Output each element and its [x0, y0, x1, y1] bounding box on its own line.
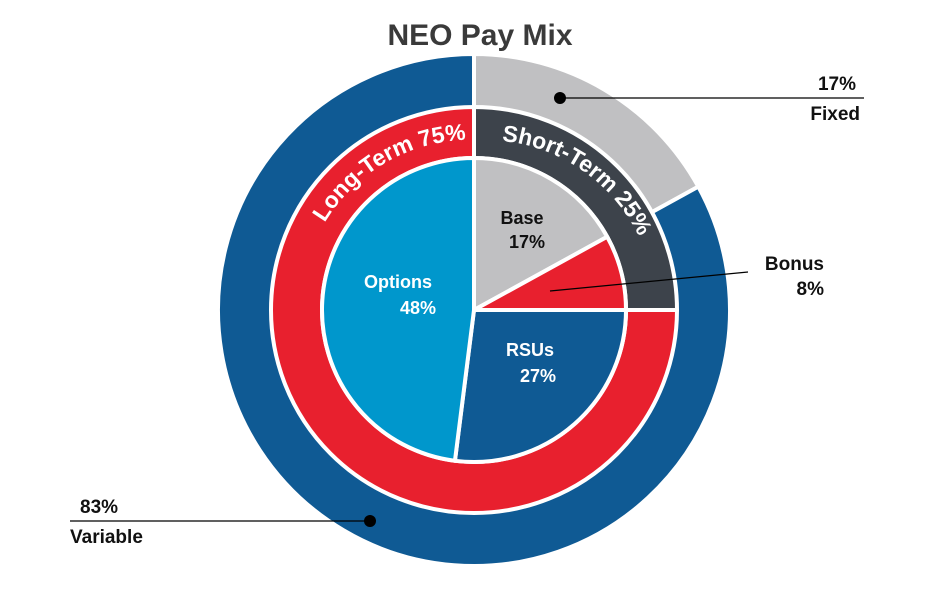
bonus-callout: Bonus 8% [549, 254, 825, 300]
rsus-label: RSUs [506, 340, 554, 360]
inner-pie [320, 156, 628, 464]
bonus-value: 8% [797, 279, 825, 300]
rsus-value: 27% [520, 366, 556, 386]
fixed-label: Fixed [810, 104, 860, 125]
inner-pie-slice-options [320, 156, 476, 463]
inner-pie-slice-rsus [452, 308, 628, 464]
fixed-value: 17% [818, 74, 856, 95]
variable-label: Variable [70, 527, 143, 548]
inner-pie-slice-base [472, 156, 610, 312]
options-label: Options [364, 272, 432, 292]
base-value: 17% [509, 232, 545, 252]
variable-marker [364, 515, 376, 527]
bonus-leader-line [549, 271, 749, 292]
bonus-label: Bonus [765, 254, 824, 275]
fixed-marker [554, 92, 566, 104]
base-label: Base [500, 208, 543, 228]
variable-callout: 83% Variable [70, 497, 376, 548]
options-value: 48% [400, 298, 436, 318]
chart-title: NEO Pay Mix [387, 19, 572, 52]
fixed-callout: 17% Fixed [554, 74, 864, 125]
variable-value: 83% [80, 497, 118, 518]
